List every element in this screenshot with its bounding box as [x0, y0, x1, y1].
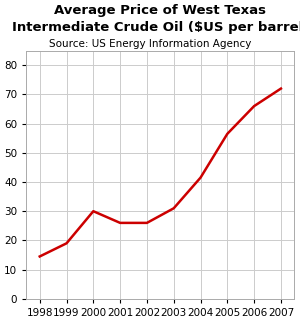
Text: Source: US Energy Information Agency: Source: US Energy Information Agency	[49, 39, 251, 49]
Title: Average Price of West Texas
Intermediate Crude Oil ($US per barrel): Average Price of West Texas Intermediate…	[12, 4, 300, 34]
